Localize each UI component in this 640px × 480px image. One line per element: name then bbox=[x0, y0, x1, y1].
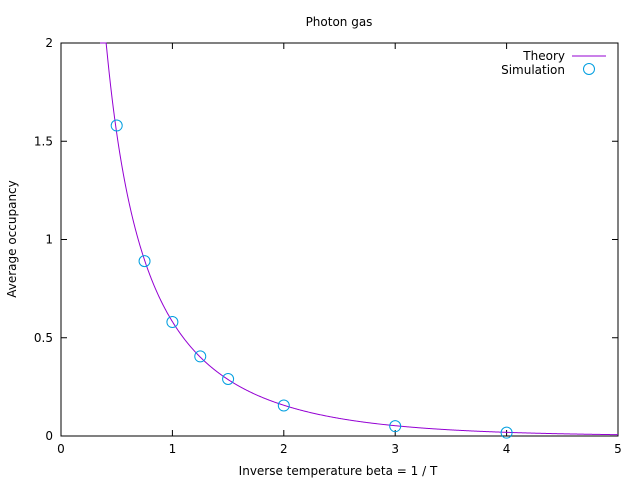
legend-swatch-simulation bbox=[583, 63, 595, 75]
simulation-point bbox=[222, 373, 235, 386]
x-axis: 0 1 2 3 4 5 bbox=[57, 43, 622, 456]
y-tick-label: 2 bbox=[45, 36, 53, 50]
x-tick-label: 0 bbox=[57, 442, 65, 456]
legend: Theory Simulation bbox=[501, 49, 606, 77]
x-tick-label: 4 bbox=[503, 442, 511, 456]
y-tick-label: 1.5 bbox=[34, 134, 53, 148]
simulation-point bbox=[500, 426, 513, 439]
x-tick-label: 2 bbox=[280, 442, 288, 456]
y-tick-label: 1 bbox=[45, 233, 53, 247]
simulation-point bbox=[277, 399, 290, 412]
legend-label-simulation: Simulation bbox=[501, 63, 565, 77]
simulation-point bbox=[138, 255, 151, 268]
y-axis: 0 0.5 1 1.5 2 bbox=[34, 36, 618, 443]
chart-title: Photon gas bbox=[306, 15, 373, 29]
plot-area bbox=[99, 42, 619, 439]
theory-line bbox=[99, 42, 619, 436]
x-axis-label: Inverse temperature beta = 1 / T bbox=[239, 464, 438, 478]
y-tick-label: 0.5 bbox=[34, 331, 53, 345]
x-tick-label: 3 bbox=[391, 442, 399, 456]
x-tick-label: 1 bbox=[169, 442, 177, 456]
simulation-point bbox=[166, 316, 179, 329]
legend-label-theory: Theory bbox=[522, 49, 565, 63]
simulation-point bbox=[194, 350, 207, 363]
y-tick-label: 0 bbox=[45, 429, 53, 443]
x-tick-label: 5 bbox=[614, 442, 622, 456]
simulation-point bbox=[110, 119, 123, 132]
simulation-point bbox=[389, 420, 402, 433]
y-axis-label: Average occupancy bbox=[5, 180, 19, 298]
